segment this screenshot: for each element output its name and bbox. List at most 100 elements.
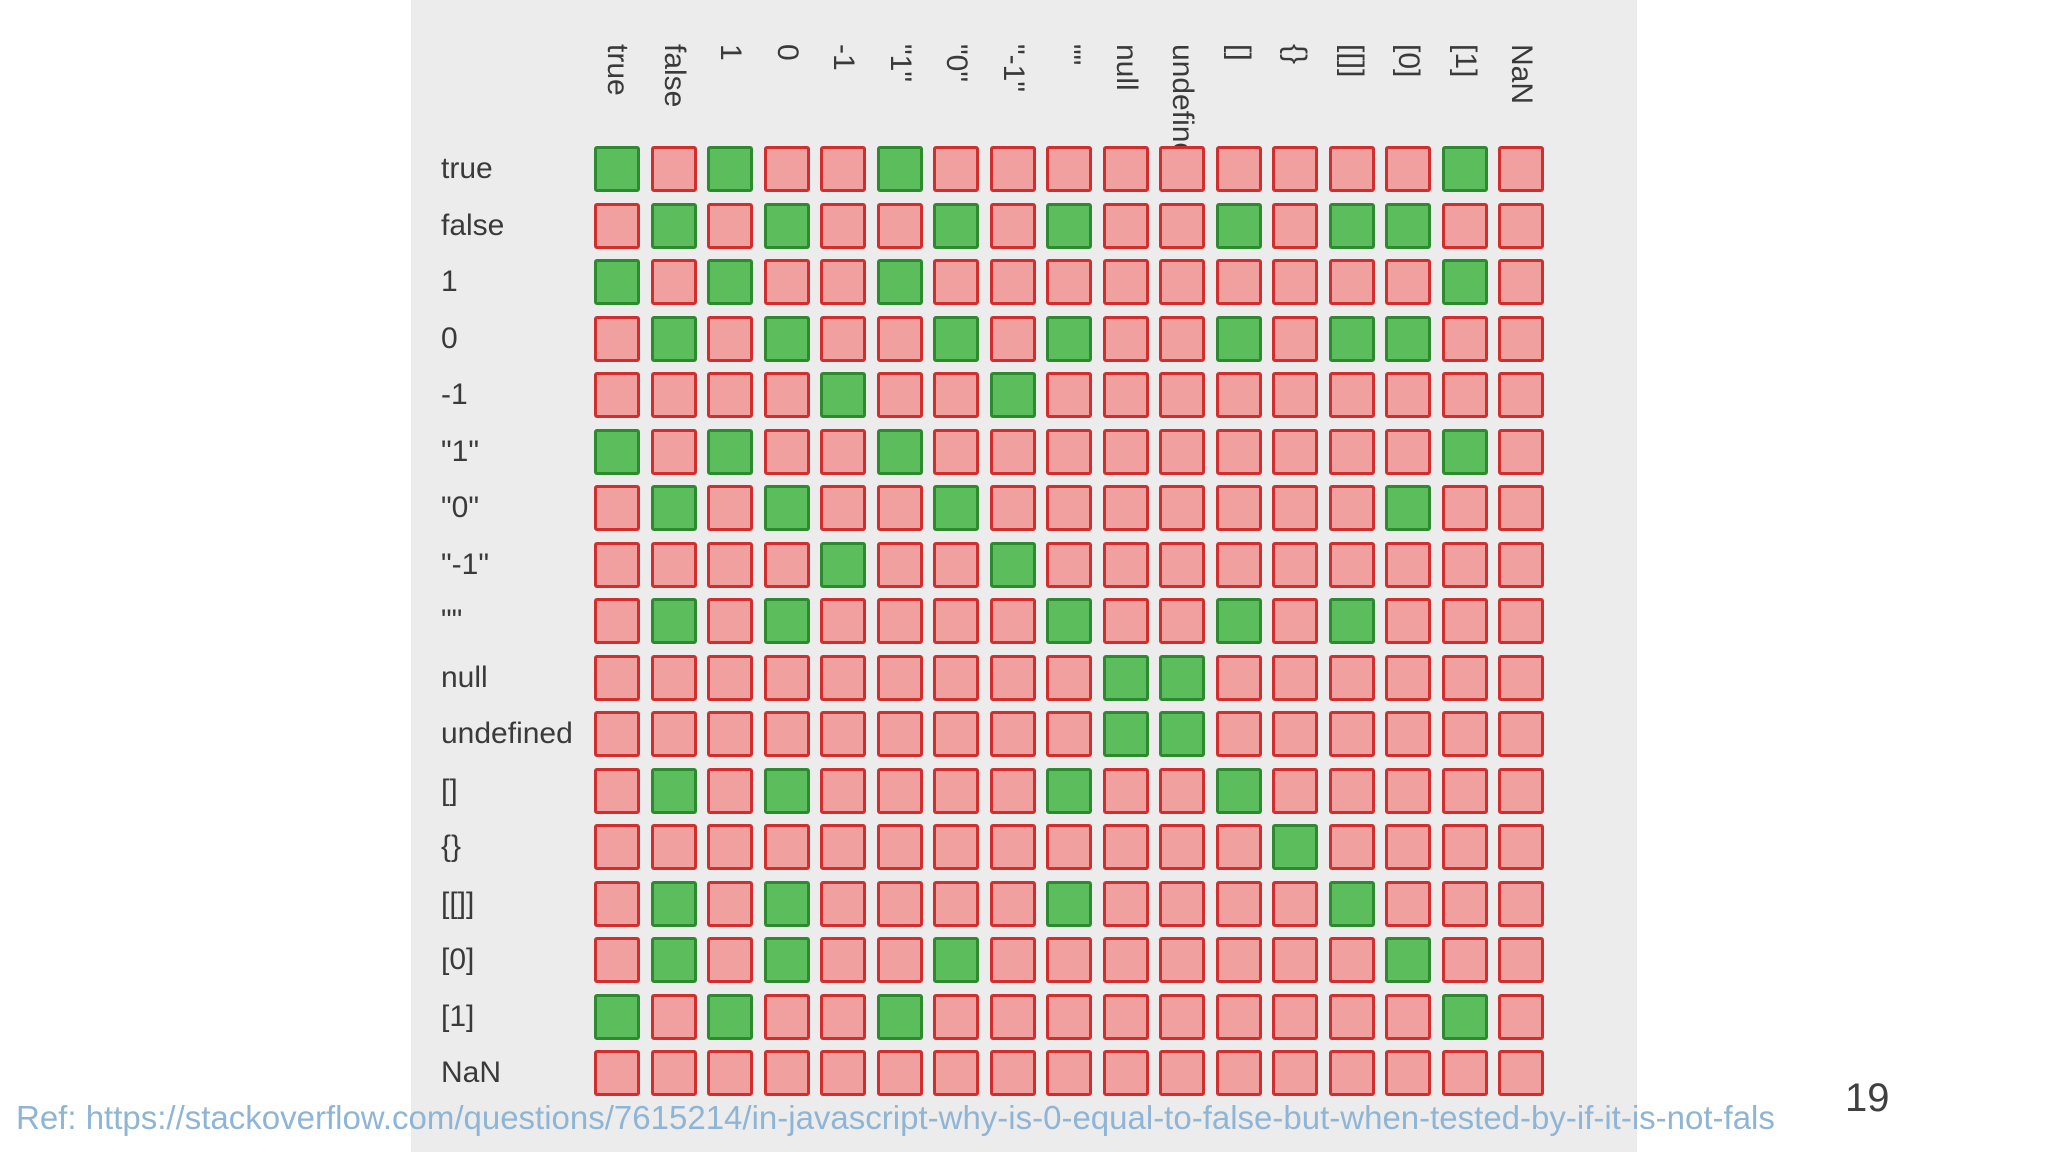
not-equal-cell	[820, 485, 866, 531]
column-header: [[]]	[1324, 44, 1380, 156]
not-equal-cell	[1102, 202, 1149, 249]
equal-cell	[820, 372, 866, 418]
equal-cell	[1102, 711, 1149, 757]
not-equal-cell	[1215, 654, 1262, 701]
not-equal-cell	[707, 880, 753, 927]
not-equal-cell	[763, 541, 810, 588]
row-header: {}	[441, 830, 462, 863]
equal-cell	[876, 259, 923, 305]
not-equal-cell	[1498, 428, 1544, 475]
not-equal-cell	[933, 541, 979, 588]
equal-cell	[594, 259, 640, 305]
not-equal-cell	[1272, 541, 1318, 588]
not-equal-cell	[1498, 541, 1544, 588]
not-equal-cell	[1385, 372, 1431, 418]
not-equal-cell	[1102, 372, 1149, 418]
column-header: {}	[1267, 44, 1323, 156]
column-header-label: [[]]	[1335, 44, 1369, 78]
equal-cell	[1046, 767, 1092, 814]
not-equal-cell	[876, 598, 923, 644]
not-equal-cell	[1159, 202, 1205, 249]
equal-cell	[876, 428, 923, 475]
equal-cell	[1385, 202, 1431, 249]
not-equal-cell	[1441, 485, 1488, 531]
not-equal-cell	[1215, 259, 1262, 305]
not-equal-cell	[933, 824, 979, 870]
not-equal-cell	[763, 654, 810, 701]
row-header: [[]]	[441, 886, 475, 920]
not-equal-cell	[876, 485, 923, 531]
not-equal-cell	[1328, 1050, 1375, 1096]
not-equal-cell	[1272, 146, 1318, 192]
not-equal-cell	[650, 824, 697, 870]
not-equal-cell	[933, 711, 979, 757]
reference-link[interactable]: Ref: https://stackoverflow.com/questions…	[16, 1099, 1775, 1136]
not-equal-cell	[1441, 937, 1488, 983]
not-equal-cell	[989, 993, 1036, 1040]
not-equal-cell	[820, 259, 866, 305]
equal-cell	[594, 993, 640, 1040]
not-equal-cell	[1385, 824, 1431, 870]
not-equal-cell	[1272, 993, 1318, 1040]
not-equal-cell	[707, 711, 753, 757]
not-equal-cell	[1385, 654, 1431, 701]
not-equal-cell	[876, 202, 923, 249]
equal-cell	[1441, 428, 1488, 475]
equal-cell	[1215, 598, 1262, 644]
not-equal-cell	[1046, 485, 1092, 531]
not-equal-cell	[594, 485, 640, 531]
equal-cell	[763, 485, 810, 531]
not-equal-cell	[933, 428, 979, 475]
not-equal-cell	[1215, 372, 1262, 418]
column-header-label: NaN	[1505, 44, 1538, 105]
not-equal-cell	[820, 711, 866, 757]
equal-cell	[1385, 315, 1431, 362]
column-header-label: true	[601, 44, 634, 96]
column-header: [1]	[1437, 44, 1493, 156]
not-equal-cell	[1385, 428, 1431, 475]
equal-cell	[1215, 202, 1262, 249]
not-equal-cell	[707, 372, 753, 418]
column-header: "0"	[928, 44, 984, 156]
not-equal-cell	[876, 937, 923, 983]
not-equal-cell	[763, 824, 810, 870]
not-equal-cell	[650, 372, 697, 418]
equal-cell	[707, 146, 753, 192]
not-equal-cell	[650, 146, 697, 192]
equal-cell	[763, 315, 810, 362]
not-equal-cell	[820, 202, 866, 249]
not-equal-cell	[1046, 654, 1092, 701]
not-equal-cell	[933, 598, 979, 644]
not-equal-cell	[1215, 711, 1262, 757]
not-equal-cell	[1441, 880, 1488, 927]
not-equal-cell	[989, 711, 1036, 757]
not-equal-cell	[989, 428, 1036, 475]
not-equal-cell	[1159, 598, 1205, 644]
not-equal-cell	[876, 541, 923, 588]
row-header: NaN	[441, 1056, 502, 1089]
not-equal-cell	[1328, 824, 1375, 870]
not-equal-cell	[876, 711, 923, 757]
row-header: "-1"	[441, 547, 489, 581]
not-equal-cell	[1385, 1050, 1431, 1096]
not-equal-cell	[1272, 654, 1318, 701]
equal-cell	[1385, 937, 1431, 983]
equality-table: true false 1 0 -1 "1" "0" "-1" "" null undefined []…	[411, 0, 1637, 1152]
equal-cell	[933, 202, 979, 249]
equal-cell	[763, 202, 810, 249]
not-equal-cell	[989, 202, 1036, 249]
not-equal-cell	[1498, 372, 1544, 418]
not-equal-cell	[1272, 937, 1318, 983]
equal-cell	[933, 315, 979, 362]
not-equal-cell	[650, 259, 697, 305]
equal-cell	[876, 146, 923, 192]
not-equal-cell	[989, 824, 1036, 870]
not-equal-cell	[1159, 937, 1205, 983]
not-equal-cell	[1159, 993, 1205, 1040]
not-equal-cell	[594, 937, 640, 983]
row-header: false	[441, 208, 505, 242]
not-equal-cell	[763, 372, 810, 418]
equal-cell	[989, 372, 1036, 418]
equal-cell	[763, 880, 810, 927]
not-equal-cell	[1102, 315, 1149, 362]
